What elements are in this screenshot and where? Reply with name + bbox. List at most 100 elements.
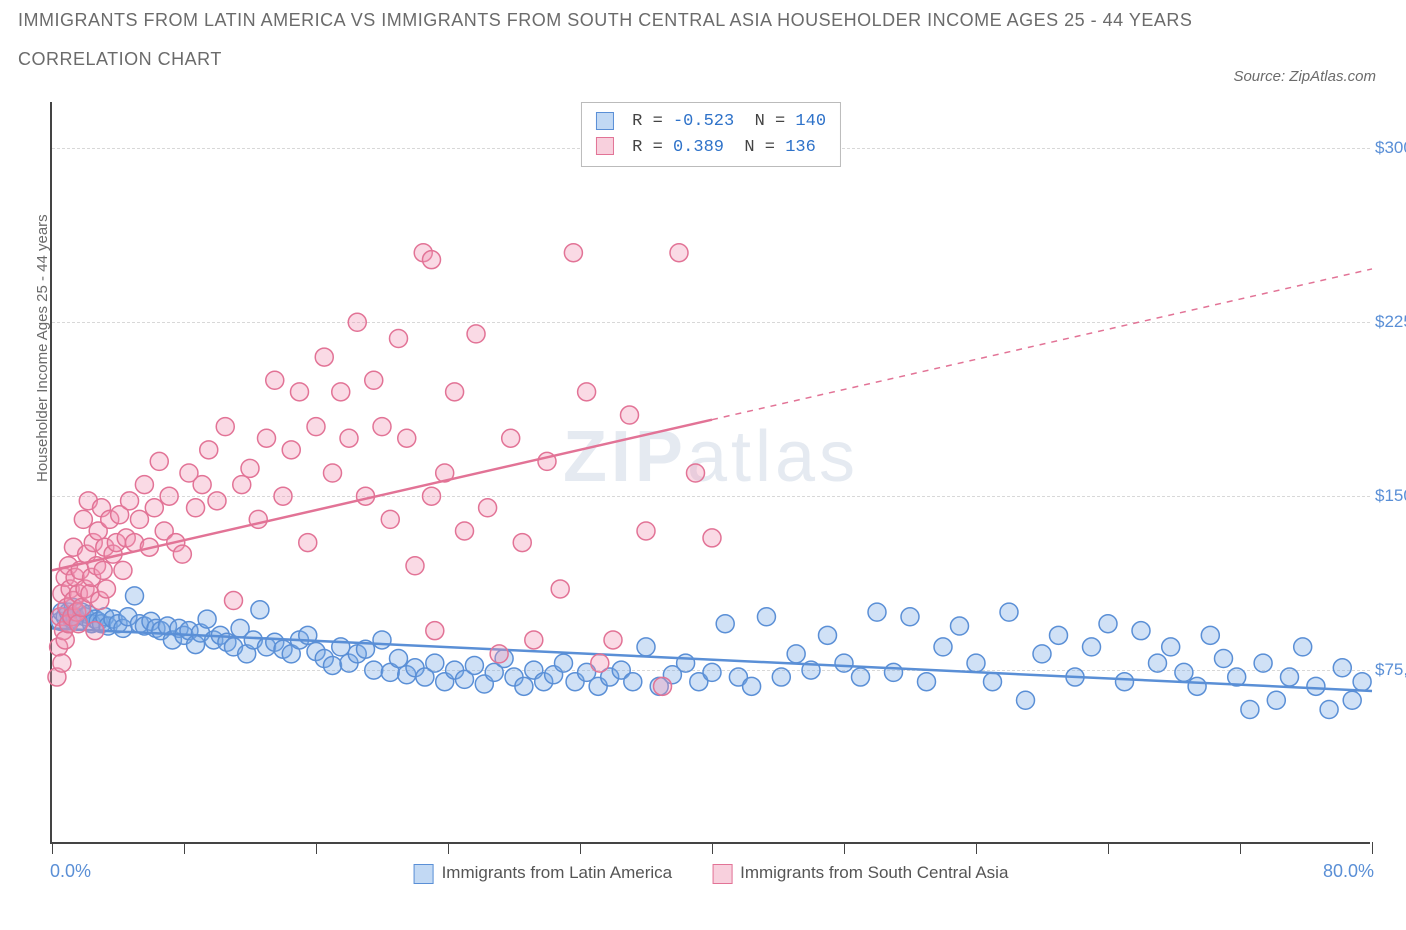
scatter-point-latin	[1267, 691, 1285, 709]
scatter-point-latin	[703, 663, 721, 681]
scatter-point-latin	[1050, 626, 1068, 644]
scatter-point-sca	[406, 557, 424, 575]
scatter-point-latin	[1033, 645, 1051, 663]
scatter-point-latin	[757, 608, 775, 626]
legend-label: Immigrants from South Central Asia	[740, 863, 1008, 882]
scatter-point-latin	[390, 650, 408, 668]
scatter-point-sca	[398, 429, 416, 447]
scatter-point-latin	[1175, 663, 1193, 681]
scatter-point-sca	[69, 615, 87, 633]
y-axis-title: Householder Income Ages 25 - 44 years	[34, 214, 51, 482]
scatter-point-latin	[198, 610, 216, 628]
scatter-point-latin	[1343, 691, 1361, 709]
legend-swatch	[414, 864, 434, 884]
scatter-point-sca	[135, 476, 153, 494]
scatter-point-sca	[490, 645, 508, 663]
scatter-point-sca	[241, 459, 259, 477]
source-attribution: Source: ZipAtlas.com	[1233, 68, 1376, 85]
scatter-point-sca	[348, 313, 366, 331]
x-tick	[1240, 842, 1241, 854]
scatter-point-sca	[703, 529, 721, 547]
scatter-point-sca	[324, 464, 342, 482]
scatter-point-latin	[251, 601, 269, 619]
scatter-plot: Householder Income Ages 25 - 44 years ZI…	[50, 102, 1370, 844]
scatter-point-latin	[984, 673, 1002, 691]
y-tick-label: $75,000	[1375, 660, 1406, 680]
scatter-point-latin	[716, 615, 734, 633]
scatter-point-sca	[340, 429, 358, 447]
scatter-point-latin	[819, 626, 837, 644]
legend-label: Immigrants from Latin America	[442, 863, 673, 882]
scatter-point-sca	[502, 429, 520, 447]
scatter-point-sca	[274, 487, 292, 505]
scatter-point-sca	[670, 244, 688, 262]
scatter-point-latin	[1132, 622, 1150, 640]
title-line-1: IMMIGRANTS FROM LATIN AMERICA VS IMMIGRA…	[18, 10, 1192, 31]
scatter-point-latin	[1281, 668, 1299, 686]
scatter-point-latin	[1017, 691, 1035, 709]
scatter-point-sca	[423, 251, 441, 269]
scatter-point-latin	[1333, 659, 1351, 677]
scatter-point-sca	[446, 383, 464, 401]
scatter-point-sca	[233, 476, 251, 494]
scatter-point-latin	[1254, 654, 1272, 672]
scatter-point-latin	[967, 654, 985, 672]
scatter-point-latin	[373, 631, 391, 649]
trend-line-dashed-sca	[712, 269, 1372, 420]
scatter-point-latin	[1294, 638, 1312, 656]
scatter-point-sca	[525, 631, 543, 649]
scatter-point-latin	[772, 668, 790, 686]
scatter-point-sca	[121, 492, 139, 510]
scatter-point-sca	[637, 522, 655, 540]
scatter-point-latin	[787, 645, 805, 663]
scatter-point-latin	[1116, 673, 1134, 691]
scatter-point-sca	[564, 244, 582, 262]
legend-item-latin: Immigrants from Latin America	[414, 863, 673, 884]
scatter-point-latin	[677, 654, 695, 672]
x-tick	[184, 842, 185, 854]
scatter-point-sca	[187, 499, 205, 517]
scatter-point-sca	[315, 348, 333, 366]
scatter-point-sca	[53, 654, 71, 672]
scatter-point-latin	[1307, 677, 1325, 695]
legend-swatch	[712, 864, 732, 884]
scatter-point-latin	[1201, 626, 1219, 644]
trend-line-sca	[52, 420, 712, 571]
scatter-point-sca	[193, 476, 211, 494]
scatter-point-latin	[324, 656, 342, 674]
scatter-point-latin	[555, 654, 573, 672]
scatter-point-latin	[365, 661, 383, 679]
scatter-point-sca	[145, 499, 163, 517]
legend-item-sca: Immigrants from South Central Asia	[712, 863, 1008, 884]
scatter-point-sca	[426, 622, 444, 640]
scatter-point-sca	[621, 406, 639, 424]
y-tick-label: $225,000	[1375, 312, 1406, 332]
scatter-point-sca	[56, 631, 74, 649]
scatter-point-sca	[282, 441, 300, 459]
scatter-point-sca	[86, 622, 104, 640]
scatter-point-latin	[1241, 701, 1259, 719]
scatter-point-latin	[743, 677, 761, 695]
scatter-point-latin	[1353, 673, 1371, 691]
scatter-point-latin	[901, 608, 919, 626]
series-legend: Immigrants from Latin America Immigrants …	[414, 863, 1009, 884]
scatter-point-latin	[852, 668, 870, 686]
x-tick	[448, 842, 449, 854]
x-tick	[1372, 842, 1373, 854]
scatter-point-latin	[465, 656, 483, 674]
scatter-point-sca	[479, 499, 497, 517]
scatter-point-latin	[835, 654, 853, 672]
x-tick	[844, 842, 845, 854]
scatter-point-sca	[687, 464, 705, 482]
scatter-point-sca	[307, 418, 325, 436]
scatter-point-sca	[208, 492, 226, 510]
scatter-point-latin	[1188, 677, 1206, 695]
scatter-point-sca	[97, 580, 115, 598]
scatter-point-sca	[390, 330, 408, 348]
scatter-point-latin	[934, 638, 952, 656]
scatter-point-sca	[456, 522, 474, 540]
scatter-point-sca	[216, 418, 234, 436]
scatter-point-sca	[423, 487, 441, 505]
x-tick	[52, 842, 53, 854]
scatter-point-sca	[591, 654, 609, 672]
